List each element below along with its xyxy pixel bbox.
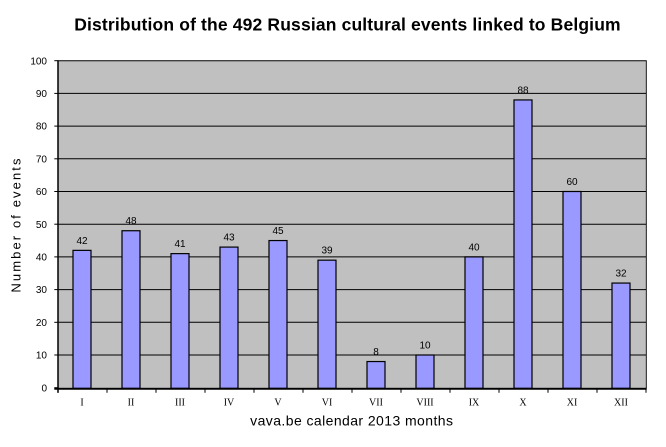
svg-text:Distribution of the 492 Russia: Distribution of the 492 Russian cultural… — [74, 15, 621, 35]
svg-text:VI: VI — [322, 398, 333, 409]
svg-text:100: 100 — [30, 56, 47, 67]
svg-text:20: 20 — [36, 318, 48, 329]
svg-text:III: III — [175, 398, 185, 409]
svg-text:Number of events: Number of events — [9, 156, 24, 292]
svg-text:V: V — [274, 398, 282, 409]
svg-text:II: II — [128, 398, 135, 409]
svg-text:XII: XII — [614, 398, 628, 409]
svg-text:30: 30 — [36, 285, 48, 296]
svg-text:50: 50 — [36, 220, 48, 231]
svg-text:I: I — [80, 398, 83, 409]
svg-text:32: 32 — [615, 269, 627, 280]
svg-text:88: 88 — [517, 85, 529, 96]
svg-text:8: 8 — [373, 347, 379, 358]
svg-text:70: 70 — [36, 154, 48, 165]
svg-text:80: 80 — [36, 122, 48, 133]
svg-text:42: 42 — [76, 236, 88, 247]
svg-text:41: 41 — [174, 239, 186, 250]
svg-text:48: 48 — [125, 216, 137, 227]
svg-text:0: 0 — [41, 383, 47, 394]
svg-text:40: 40 — [36, 253, 48, 264]
svg-text:IV: IV — [224, 398, 235, 409]
svg-text:X: X — [519, 398, 527, 409]
svg-text:10: 10 — [419, 341, 431, 352]
svg-text:10: 10 — [36, 351, 48, 362]
svg-text:45: 45 — [272, 226, 284, 237]
svg-text:VIII: VIII — [416, 398, 433, 409]
svg-text:VII: VII — [369, 398, 383, 409]
svg-text:90: 90 — [36, 89, 48, 100]
svg-text:XI: XI — [567, 398, 578, 409]
svg-text:60: 60 — [36, 187, 48, 198]
svg-text:vava.be calendar 2013 months: vava.be calendar 2013 months — [250, 413, 453, 429]
svg-text:40: 40 — [468, 242, 480, 253]
svg-text:60: 60 — [566, 177, 578, 188]
svg-text:43: 43 — [223, 233, 235, 244]
svg-text:IX: IX — [469, 398, 480, 409]
svg-text:39: 39 — [321, 246, 333, 257]
